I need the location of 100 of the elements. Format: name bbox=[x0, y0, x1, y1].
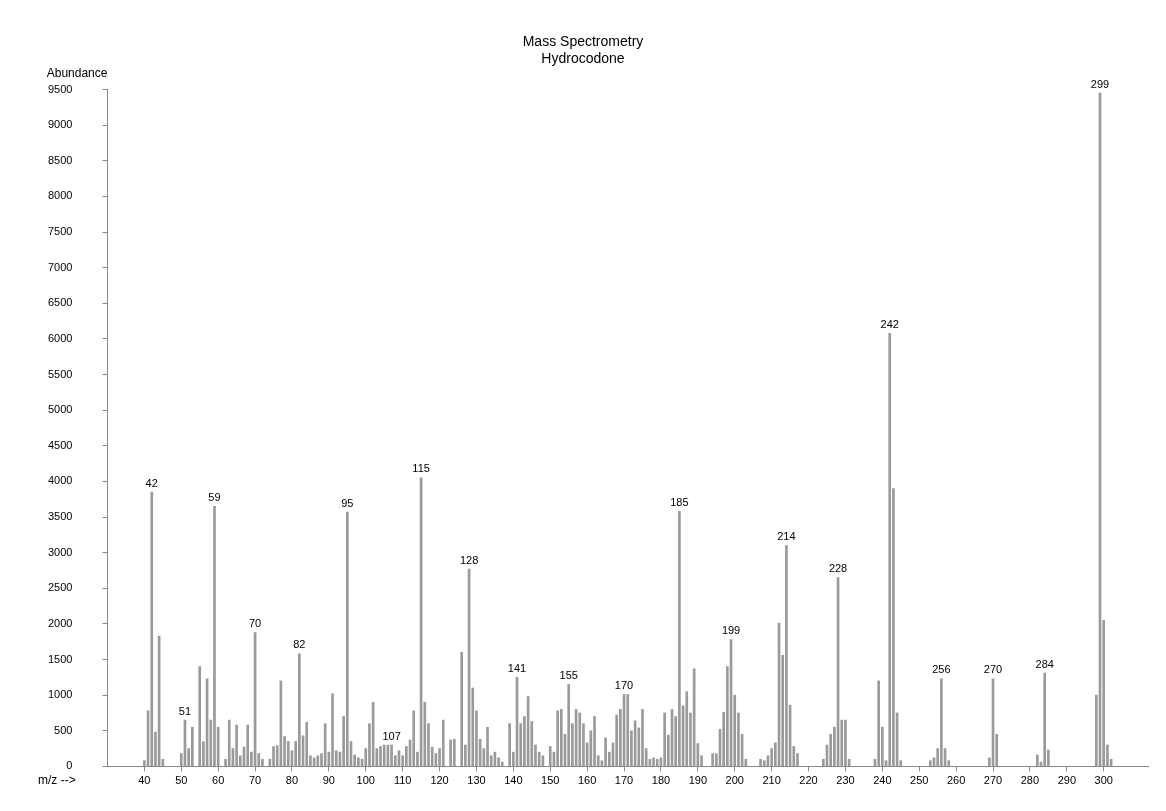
y-tick-label: 4000 bbox=[47, 474, 73, 487]
chart-title: Mass Spectrometry bbox=[522, 33, 644, 50]
annotation: 242 bbox=[880, 317, 899, 330]
y-tick-label: 500 bbox=[54, 723, 73, 736]
annotation: 155 bbox=[559, 669, 578, 681]
annotation: 270 bbox=[983, 663, 1003, 676]
annotation: 170 bbox=[614, 678, 634, 691]
x-tick-label: 130 bbox=[467, 774, 486, 787]
x-tick-label: 40 bbox=[138, 774, 151, 787]
x-tick-label: 300 bbox=[1094, 774, 1113, 787]
bar bbox=[246, 724, 250, 767]
x-tick-label: 160 bbox=[577, 774, 597, 787]
y-tick-label: 0 bbox=[66, 759, 73, 772]
bar bbox=[940, 678, 943, 767]
y-tick-label: 5000 bbox=[47, 403, 73, 416]
bar bbox=[685, 691, 689, 767]
x-tick-label: 190 bbox=[688, 774, 708, 787]
x-tick-label: 90 bbox=[322, 774, 335, 787]
x-tick-label: 200 bbox=[725, 774, 744, 787]
bar bbox=[785, 545, 788, 767]
y-tick-label: 3000 bbox=[47, 545, 73, 558]
bar bbox=[305, 721, 309, 767]
annotation: 214 bbox=[777, 530, 796, 543]
annotation: 59 bbox=[208, 490, 221, 503]
bar bbox=[593, 716, 596, 767]
annotation: 299 bbox=[1090, 77, 1110, 90]
y-tick-label: 9000 bbox=[47, 118, 73, 131]
bar bbox=[759, 758, 762, 767]
x-tick-label: 100 bbox=[356, 774, 375, 787]
bar bbox=[452, 739, 456, 767]
bar bbox=[390, 744, 393, 767]
annotation: 42 bbox=[145, 476, 158, 489]
bar bbox=[604, 737, 607, 767]
y-tick-label: 4500 bbox=[47, 438, 73, 451]
x-tick-label: 250 bbox=[910, 774, 929, 787]
bar bbox=[382, 744, 386, 767]
x-tick-label: 210 bbox=[762, 774, 781, 787]
annotation: 284 bbox=[1035, 657, 1054, 670]
annotation: 128 bbox=[459, 553, 479, 566]
bar bbox=[663, 712, 666, 767]
y-tick-label: 6000 bbox=[47, 331, 73, 344]
bar bbox=[412, 710, 416, 767]
bar bbox=[888, 332, 892, 767]
bar bbox=[559, 709, 563, 767]
annotation: 228 bbox=[828, 562, 848, 575]
bar bbox=[844, 719, 847, 767]
bar bbox=[578, 712, 582, 767]
x-tick-label: 50 bbox=[175, 774, 188, 787]
y-tick-label: 2000 bbox=[47, 616, 73, 629]
x-tick-label: 290 bbox=[1057, 774, 1076, 787]
bar bbox=[1043, 672, 1047, 767]
bar bbox=[449, 739, 452, 767]
bar bbox=[567, 684, 571, 767]
bar bbox=[928, 760, 932, 767]
annotation: 185 bbox=[670, 495, 689, 508]
bar bbox=[641, 709, 644, 767]
annotation: 95 bbox=[341, 496, 354, 509]
x-tick-label: 80 bbox=[285, 774, 299, 787]
annotation: 82 bbox=[293, 638, 306, 651]
bar bbox=[298, 653, 301, 767]
bar bbox=[460, 652, 464, 767]
annotation: 199 bbox=[721, 624, 741, 637]
y-tick-label: 1000 bbox=[47, 688, 73, 701]
bar bbox=[486, 726, 489, 767]
annotation: 70 bbox=[248, 617, 262, 629]
bar bbox=[379, 746, 382, 767]
x-axis-title: m/z --> bbox=[38, 772, 76, 787]
bar bbox=[678, 511, 681, 767]
y-tick-label: 9500 bbox=[47, 82, 73, 95]
bar bbox=[150, 491, 154, 767]
bar bbox=[652, 757, 655, 767]
bar bbox=[213, 506, 216, 767]
bar bbox=[626, 694, 630, 767]
bar bbox=[548, 746, 552, 767]
bar bbox=[556, 710, 559, 767]
chart-subtitle: Hydrocodone bbox=[541, 50, 625, 67]
bar bbox=[191, 726, 194, 767]
y-tick-label: 8000 bbox=[47, 189, 73, 202]
y-tick-label: 1500 bbox=[47, 652, 73, 665]
annotation: 115 bbox=[412, 462, 430, 475]
x-tick-label: 110 bbox=[393, 774, 412, 787]
bar bbox=[331, 693, 334, 767]
bar bbox=[345, 511, 349, 767]
y-tick-label: 5500 bbox=[47, 367, 73, 380]
bar bbox=[711, 753, 714, 767]
bar bbox=[357, 757, 360, 767]
bar bbox=[198, 666, 202, 767]
x-tick-label: 170 bbox=[614, 774, 634, 787]
x-tick-label: 260 bbox=[946, 774, 966, 787]
y-tick-label: 8500 bbox=[47, 153, 73, 166]
x-tick-label: 60 bbox=[212, 774, 225, 787]
bar bbox=[877, 680, 880, 767]
annotation: 256 bbox=[932, 663, 951, 676]
bar bbox=[1035, 754, 1039, 767]
bar bbox=[235, 724, 238, 767]
annotation: 107 bbox=[382, 729, 401, 742]
x-tick-label: 180 bbox=[651, 774, 671, 787]
y-tick-label: 2500 bbox=[47, 581, 73, 594]
bar bbox=[272, 746, 275, 767]
y-tick-label: 7500 bbox=[47, 225, 73, 238]
